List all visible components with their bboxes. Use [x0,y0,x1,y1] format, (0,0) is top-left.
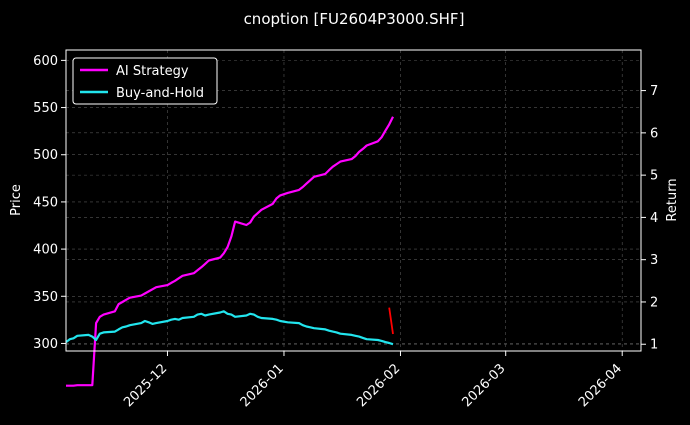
right-axis: 1 2 3 4 5 6 7 [641,84,658,353]
y-tick-label-right: 6 [650,126,658,141]
y-tick-label-right: 2 [650,295,658,310]
plot-frame [65,49,642,352]
legend-label-bh: Buy-and-Hold [116,86,204,101]
y-axis-label-right: Return [665,178,680,221]
series-line-price [388,307,394,335]
y-tick-label-right: 5 [650,169,658,184]
y-tick-label-left: 500 [33,148,58,163]
legend: AI Strategy Buy-and-Hold [72,57,218,105]
chart-title: cnoption [FU2604P3000.SHF] [244,10,465,28]
y-tick-label-left: 450 [33,195,58,210]
y-tick-label-left: 600 [33,54,58,69]
y-tick-label-left: 550 [33,101,58,116]
legend-label-ai: AI Strategy [116,64,189,79]
price-series [388,307,394,335]
left-axis: 300 350 400 450 500 550 600 [33,54,66,352]
series-line-ai-strategy [66,116,394,387]
y-tick-label-left: 400 [33,243,58,258]
y-tick-label-right: 3 [650,253,658,268]
y-axis-label-left: Price [9,184,24,216]
y-tick-label-left: 350 [33,290,58,305]
y-tick-label-right: 7 [650,84,658,99]
y-tick-label-left: 300 [33,337,58,352]
y-tick-label-right: 1 [650,338,658,353]
legend-box [72,57,218,105]
line-series [65,116,394,387]
series-line-buy-and-hold [65,310,394,346]
y-tick-label-right: 4 [650,211,658,226]
